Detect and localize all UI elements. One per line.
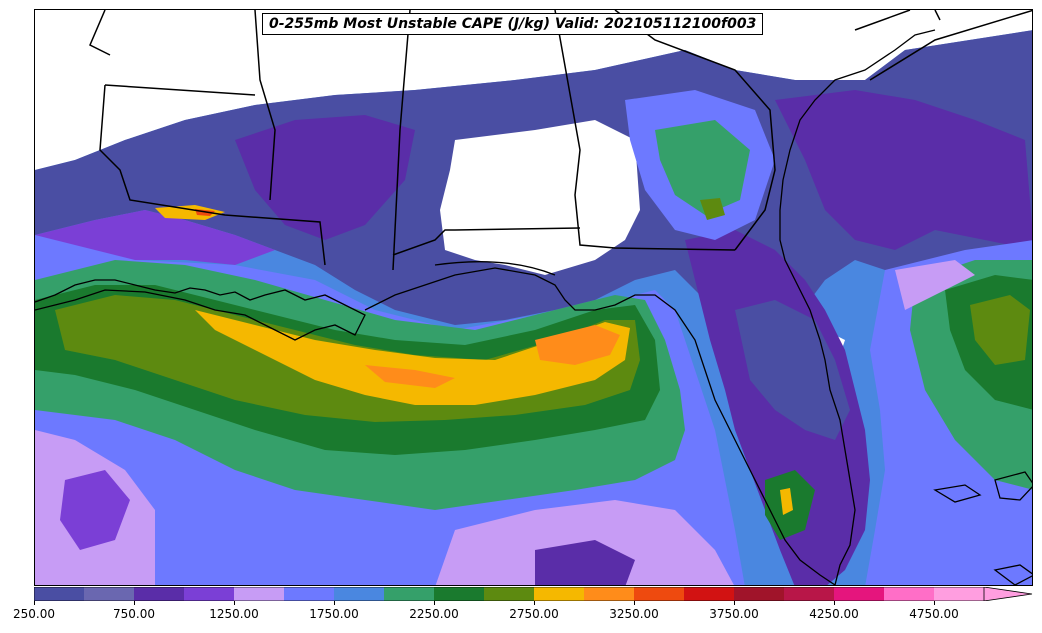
cape-zone-orange-gulf: [535, 325, 620, 365]
colorbar-tick: [234, 601, 235, 605]
colorbar-tick-label: 2250.00: [409, 607, 459, 621]
coastline-island: [933, 484, 982, 503]
colorbar-tick-label: 1750.00: [309, 607, 359, 621]
colorbar-segment: [634, 587, 685, 601]
colorbar-segment: [884, 587, 935, 601]
colorbar-tick-label: 2750.00: [509, 607, 559, 621]
coastline: [35, 279, 366, 341]
cape-zone-purple-east: [775, 90, 1032, 250]
state-borders: [89, 10, 1032, 271]
cape-zone-yellow-gulf: [195, 310, 630, 405]
border-line: [392, 10, 411, 271]
colorbar-segment: [784, 587, 835, 601]
cape-zone-light-purple-atlantic: [895, 260, 975, 310]
map-panel: [34, 9, 1033, 586]
cape-zone-teal-georgia: [655, 120, 750, 215]
colorbar-segment: [34, 587, 85, 601]
colorbar-tick-label: 3750.00: [709, 607, 759, 621]
colorbar-segment: [584, 587, 635, 601]
colorbar-segment: [734, 587, 785, 601]
border-line: [89, 10, 111, 56]
colorbar-tick: [134, 601, 135, 605]
colorbar-ticks: 250.00 750.00 1250.00 1750.00 2250.00 2750.00…: [13, 601, 1034, 631]
colorbar-segment: [834, 587, 885, 601]
colorbar-segment: [334, 587, 385, 601]
cape-zone-yellow-louisiana: [155, 205, 225, 220]
colorbar-tick-label: 4250.00: [809, 607, 859, 621]
colorbar-segment: [534, 587, 585, 601]
colorbar-tick: [934, 601, 935, 605]
border-line: [104, 84, 256, 96]
colorbar-extension-arrow: [983, 587, 1033, 601]
border-line: [392, 227, 581, 256]
colorbar-segment: [484, 587, 535, 601]
border-line: [614, 10, 776, 251]
colorbar-segment: [134, 587, 185, 601]
colorbar: [34, 587, 1033, 601]
border-line: [99, 84, 326, 266]
colorbar-tick: [734, 601, 735, 605]
colorbar-tick: [534, 601, 535, 605]
border-line: [554, 10, 736, 251]
colorbar-tick-label: 750.00: [113, 607, 155, 621]
cape-zone-florida-light: [735, 300, 850, 440]
coastline: [779, 29, 936, 585]
colorbar-segment: [84, 587, 135, 601]
colorbar-segment: [384, 587, 435, 601]
border-line: [254, 10, 276, 201]
border-line: [854, 10, 911, 31]
colorbar-tick-label: 4750.00: [909, 607, 959, 621]
colorbar-segment: [184, 587, 235, 601]
coastline-island: [993, 564, 1032, 585]
cape-zone-olive-georgia: [700, 198, 725, 220]
map-title: 0-255mb Most Unstable CAPE (J/kg) Valid:…: [262, 13, 764, 35]
colorbar-tick-label: 3250.00: [609, 607, 659, 621]
cape-zone-purple: [235, 115, 415, 240]
border-line: [934, 10, 941, 21]
colorbar-tick: [834, 601, 835, 605]
coastline: [434, 261, 556, 276]
colorbar-segment: [684, 587, 735, 601]
colorbar-tick: [434, 601, 435, 605]
colorbar-segment: [434, 587, 485, 601]
cape-zone-olive-atlantic: [970, 295, 1030, 365]
colorbar-tick-label: 1250.00: [209, 607, 259, 621]
colorbar-tick: [34, 601, 35, 605]
colorbar-segment: [234, 587, 285, 601]
colorbar-tick: [634, 601, 635, 605]
coastlines: [35, 29, 1032, 585]
colorbar-segment: [284, 587, 335, 601]
land-no-data-region: [35, 10, 1032, 170]
cape-zone-orange-gulf-2: [365, 365, 455, 388]
coastline: [364, 267, 836, 585]
cape-zone-yellow-florida: [780, 488, 793, 515]
border-line: [869, 10, 1032, 81]
land-no-data-inland: [440, 120, 640, 275]
cape-zone-purple-south: [535, 540, 635, 585]
cape-zone-purple-sw: [60, 470, 130, 550]
colorbar-tick: [334, 601, 335, 605]
coastline-island: [994, 471, 1032, 501]
colorbar-tick-label: 250.00: [13, 607, 55, 621]
colorbar-segment: [934, 587, 985, 601]
